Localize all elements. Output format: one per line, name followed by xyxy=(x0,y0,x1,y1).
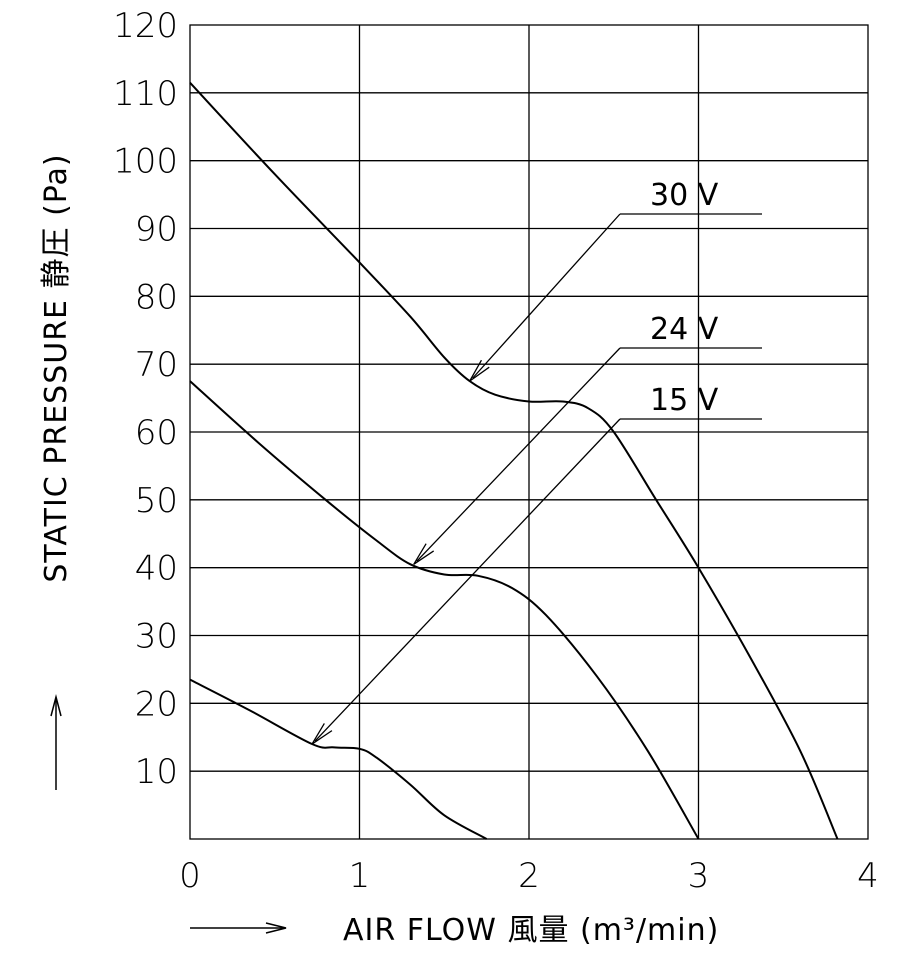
series-label: 30 V xyxy=(650,178,719,213)
tick-labels: 0 1 2 3 4 10 20 30 40 50 60 70 80 90 100 110 120 xyxy=(113,6,879,896)
leader-arrowhead xyxy=(311,723,333,745)
leader-line xyxy=(472,213,621,379)
series-line-30v xyxy=(189,82,839,840)
annotations-layer: 30 V 24 V 15 V xyxy=(311,178,762,745)
x-tick-label: 3 xyxy=(688,856,710,896)
y-tick-label: 110 xyxy=(113,74,178,114)
y-tick-label: 90 xyxy=(135,210,178,250)
series-line-24v xyxy=(189,380,700,840)
leader-line xyxy=(314,418,621,742)
y-tick-label: 20 xyxy=(135,684,178,724)
y-tick-label: 10 xyxy=(135,752,178,792)
x-tick-label: 2 xyxy=(518,856,540,896)
leader-line xyxy=(416,347,621,562)
y-axis-arrow-icon xyxy=(50,694,62,790)
series-line-15v xyxy=(189,678,488,840)
leader-arrowhead xyxy=(413,543,435,565)
y-tick-label: 70 xyxy=(135,345,178,385)
x-tick-label: 1 xyxy=(349,856,371,896)
y-tick-label: 60 xyxy=(135,413,178,453)
x-tick-label: 0 xyxy=(179,856,201,896)
series-label: 24 V xyxy=(650,312,719,347)
y-tick-label: 40 xyxy=(135,549,178,589)
y-tick-label: 80 xyxy=(135,277,178,317)
y-tick-label: 50 xyxy=(135,481,178,521)
y-axis-title: STATIC PRESSURE 静圧 (Pa) xyxy=(39,153,74,582)
x-axis-title: AIR FLOW 風量 (m³/min) xyxy=(343,913,719,948)
y-tick-label: 30 xyxy=(135,617,178,657)
curves-layer xyxy=(189,82,839,840)
x-axis-arrow-icon xyxy=(190,922,287,934)
y-tick-label: 100 xyxy=(113,142,178,182)
x-tick-label: 4 xyxy=(857,856,879,896)
grid-layer xyxy=(189,24,869,840)
y-tick-label: 120 xyxy=(113,6,178,46)
series-label: 15 V xyxy=(650,383,719,418)
leader-arrowhead xyxy=(469,359,490,382)
